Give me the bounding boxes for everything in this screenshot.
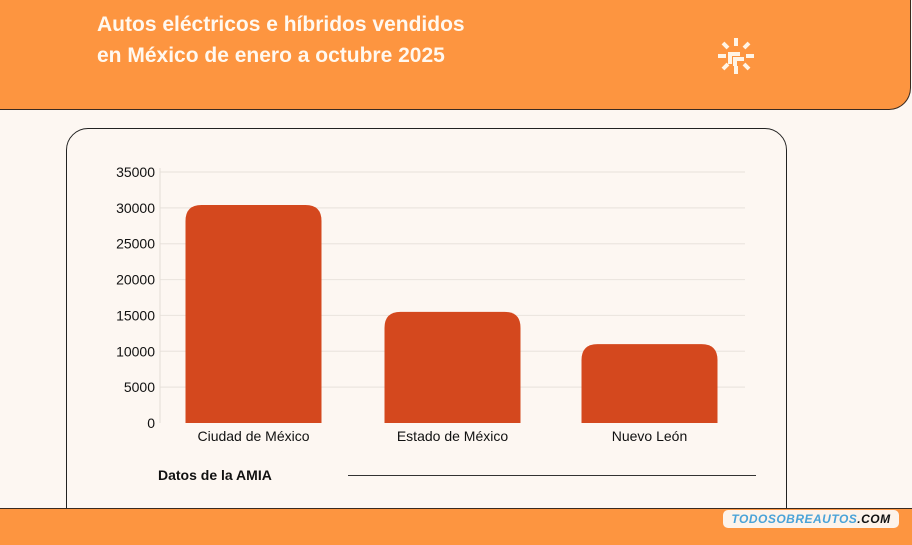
watermark-part1: TODOSOBREAUTOS: [731, 512, 858, 526]
x-tick-label: Nuevo León: [612, 428, 688, 444]
page-title: Autos eléctricos e híbridos vendidos en …: [97, 13, 465, 67]
sun-arrows-logo-icon: [718, 38, 754, 74]
y-tick-label: 15000: [116, 307, 155, 323]
y-tick-label: 10000: [116, 343, 155, 359]
source-divider: [348, 475, 756, 476]
header-banner: Autos eléctricos e híbridos vendidos en …: [0, 0, 911, 110]
y-tick-label: 25000: [116, 236, 155, 252]
y-tick-label: 20000: [116, 272, 155, 288]
source-label: Datos de la AMIA: [158, 467, 272, 483]
watermark: TODOSOBREAUTOS.COM: [723, 510, 899, 528]
x-tick-label: Ciudad de México: [197, 428, 309, 444]
x-tick-label: Estado de México: [397, 428, 508, 444]
bar-1: [185, 204, 322, 423]
y-tick-label: 35000: [116, 164, 155, 180]
watermark-part2: .COM: [857, 512, 891, 526]
y-tick-label: 5000: [124, 379, 155, 395]
y-tick-label: 30000: [116, 200, 155, 216]
y-tick-label: 0: [147, 415, 155, 431]
bar-2: [384, 311, 521, 423]
bar-3: [581, 344, 718, 423]
